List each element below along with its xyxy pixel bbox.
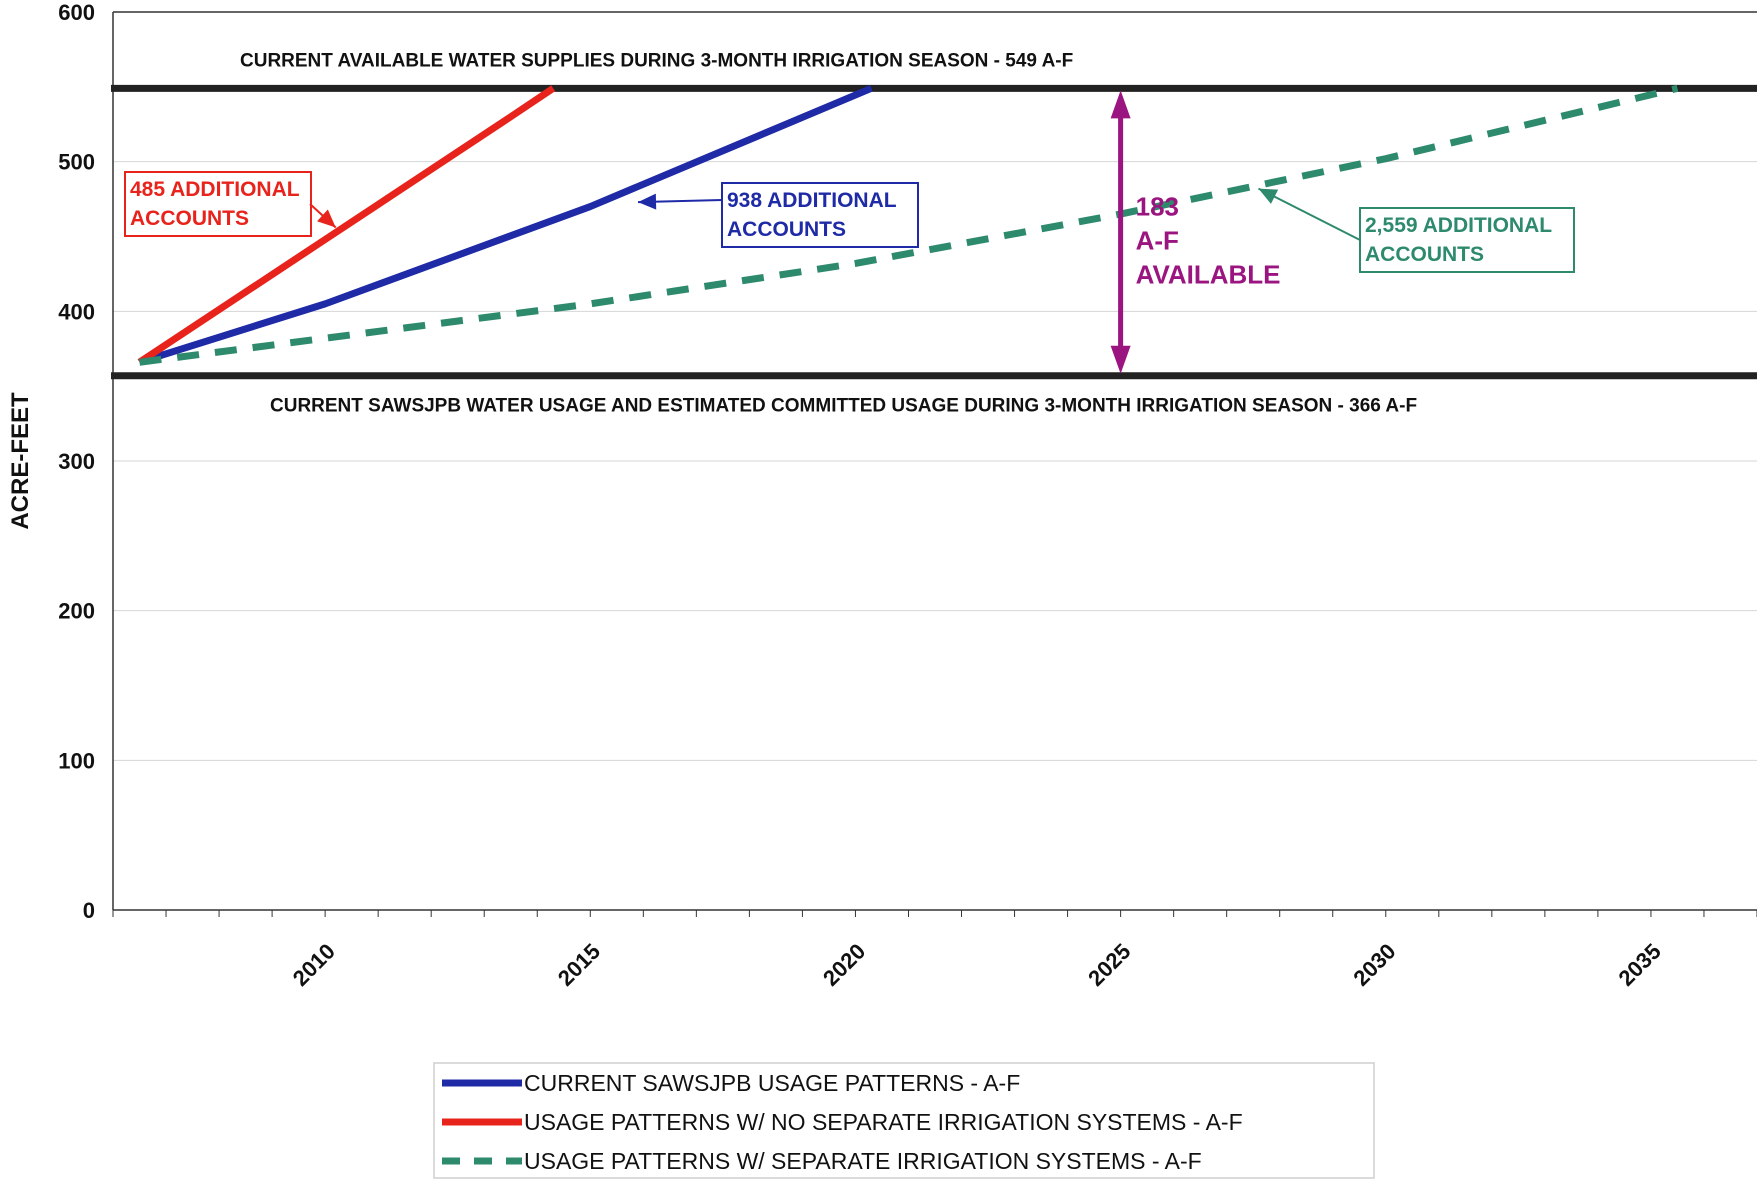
annotation-pointer [1258,187,1361,241]
annotation-box [721,182,919,248]
legend: CURRENT SAWSJPB USAGE PATTERNS - A-F USAG… [433,1062,1375,1179]
x-tick-label: 2030 [1348,939,1400,991]
available-label: A-F [1136,226,1179,256]
annotation-arrow-head [317,209,336,228]
legend-label: CURRENT SAWSJPB USAGE PATTERNS - A-F [524,1070,1020,1096]
annotation-text: 485 ADDITIONAL [130,178,300,201]
annotations: 485 ADDITIONAL ACCOUNTS 938 ADDITIONAL ACCO… [124,171,1575,273]
annotation-text: ACCOUNTS [727,218,846,241]
y-axis-label: ACRE-FEET [7,392,34,530]
annotation-arrow-head [1258,188,1279,204]
x-tick-label: 2010 [288,939,340,991]
y-tick-label: 100 [58,748,95,773]
reference-line-label: CURRENT SAWSJPB WATER USAGE AND ESTIMATE… [270,396,1417,417]
annotation-text: ACCOUNTS [130,207,249,230]
axes: 0 100 200 300 400 500 600 2010 2015 2020 2025 2030 2… [7,0,1757,991]
series-line [139,84,1679,366]
annotation-box [1359,207,1575,273]
available-label: 183 [1136,192,1179,222]
reference-line-label: CURRENT AVAILABLE WATER SUPPLIES DURING … [240,50,1073,71]
y-tick-label: 400 [58,299,95,324]
grid-lines [113,11,1757,761]
y-tick-label: 0 [83,898,95,923]
annotation-text: 2,559 ADDITIONAL [1365,214,1552,237]
available-label: AVAILABLE [1136,260,1281,290]
annotation-text: 938 ADDITIONAL [727,189,897,212]
arrow-head-down [1110,345,1131,374]
x-tick-label: 2025 [1083,939,1135,991]
x-tick-label: 2035 [1613,939,1665,991]
legend-label: USAGE PATTERNS W/ NO SEPARATE IRRIGATION… [524,1109,1243,1135]
legend-label: USAGE PATTERNS W/ SEPARATE IRRIGATION SY… [524,1148,1202,1174]
y-tick-label: 500 [58,150,95,175]
legend-box [433,1062,1375,1179]
annotation-text: ACCOUNTS [1365,243,1484,266]
y-tick-label: 200 [58,599,95,624]
y-tick-label: 600 [58,0,95,25]
data-series [137,84,1679,366]
x-tick-label: 2015 [553,939,605,991]
arrow-head-up [1110,90,1131,119]
y-tick-label: 300 [58,449,95,474]
series-line [137,85,556,366]
series-line [138,85,873,366]
reference-lines: CURRENT AVAILABLE WATER SUPPLIES DURING … [111,50,1757,417]
available-marker: 183 A-F AVAILABLE [1110,90,1281,374]
annotation-arrow-head [638,193,657,210]
annotation-box [124,171,312,237]
x-tick-label: 2020 [818,939,870,991]
